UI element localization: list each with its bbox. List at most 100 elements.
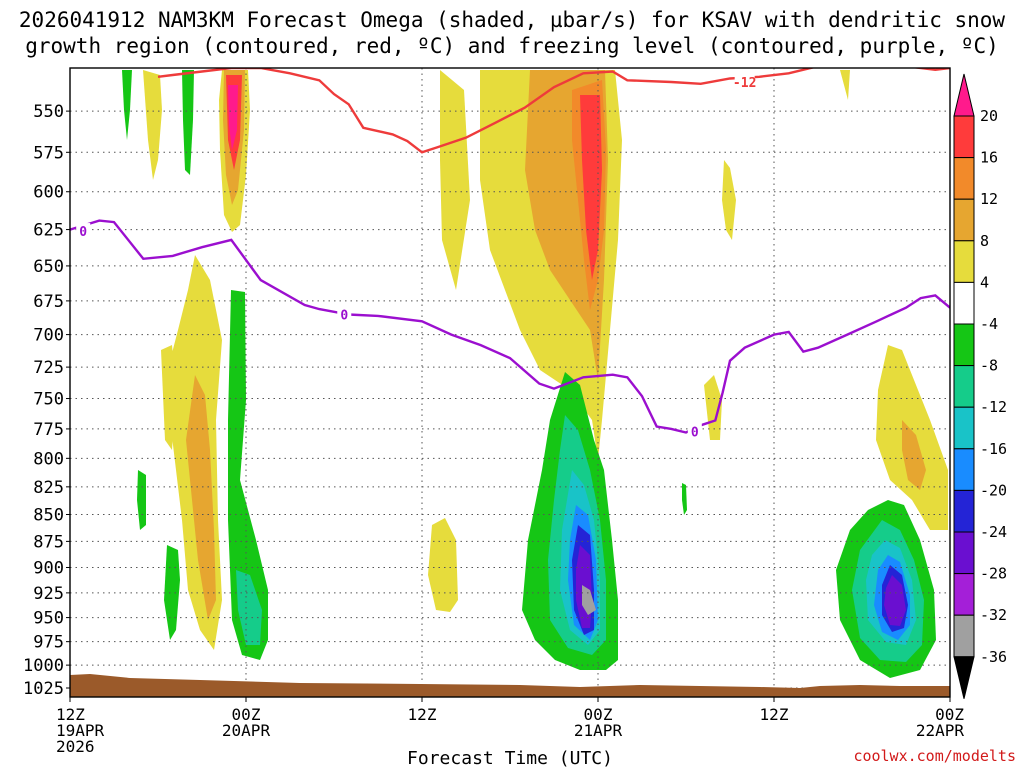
y-tick-label: 700 [33,326,64,346]
omega-region-descent-14 [682,483,687,515]
x-axis-label: Forecast Time (UTC) [407,748,613,768]
x-tick-label: 00Z [584,705,613,724]
contour-label-bg [687,423,702,439]
contour-labels: 0 0 0 -12 [76,74,756,440]
x-tick-label: 00Z [935,705,964,724]
colorbar: 20 16 12 8 4 -4 -8 -12 -16 -20 -24 -28 -32 -36 [953,73,1007,699]
y-tick-label: 900 [33,558,64,578]
x-tick-label: 12Z [408,705,437,724]
x-tick-label: 00Z [232,705,261,724]
y-tick-label: 925 [33,584,64,604]
omega-region-descent-20 [884,575,906,626]
y-tick-label: 725 [33,358,64,378]
contour-label: 0 [691,425,699,440]
y-tick-label: 600 [33,183,64,203]
omega-ascent-shading [143,70,948,650]
y-tick-label: 775 [33,420,64,440]
omega-region-ascent-14 [722,160,736,240]
x-tick-year: 2026 [56,737,95,756]
colorbar-swatch [953,448,975,491]
colorbar-label: 4 [980,273,989,291]
contour-label-bg [337,306,352,322]
colorbar-top-arrow [953,73,975,117]
colorbar-swatch [953,489,975,533]
y-tick-label: 825 [33,478,64,498]
credit-link[interactable]: coolwx.com/modelts [853,747,1016,765]
y-tick-label: 750 [33,390,64,410]
omega-region-ascent-5 [143,70,162,180]
y-tick-label: 1025 [23,679,64,699]
colorbar-label: -20 [980,481,1007,499]
omega-region-descent-3 [137,470,146,530]
freezing-level-contour [70,219,950,434]
colorbar-swatch [953,531,975,575]
colorbar-label: -36 [980,648,1007,666]
colorbar-label: -12 [980,398,1007,416]
colorbar-swatch [953,365,975,408]
y-tick-label: 875 [33,532,64,552]
terrain-surface [70,674,950,697]
colorbar-swatch [953,198,975,242]
y-tick-label: 575 [33,143,64,163]
colorbar-swatch [953,115,975,159]
colorbar-swatch [953,406,975,450]
x-tick-date: 21APR [574,721,623,740]
colorbar-label: -28 [980,565,1007,583]
contour-label: -12 [733,76,756,91]
omega-region-ascent-19 [902,420,926,490]
plot-frame [69,67,951,698]
colorbar-label: 12 [980,190,998,208]
chart-title-line-2: growth region (contoured, red, ºC) and f… [25,34,999,58]
colorbar-label: -32 [980,606,1007,624]
x-tick-date: 19APR [56,721,105,740]
omega-region-descent-13 [582,585,596,615]
omega-region-descent-6 [236,570,262,645]
colorbar-label: -8 [980,357,998,375]
plot-area: 0 0 0 -12 [70,68,950,697]
omega-region-ascent-4 [228,85,238,150]
colorbar-label: 20 [980,107,998,125]
colorbar-label: -4 [980,315,998,333]
omega-region-ascent-16 [428,518,458,612]
omega-region-ascent-13 [580,95,602,280]
y-tick-label: 950 [33,609,64,629]
colorbar-swatch [953,240,975,283]
colorbar-swatch [953,281,975,325]
chart-title-line-1: 2026041912 NAM3KM Forecast Omega (shaded… [19,8,1006,32]
omega-region-ascent-7 [186,375,216,620]
y-tick-label: 625 [33,221,64,241]
y-tick-label: 975 [33,633,64,653]
x-tick-date: 22APR [916,721,965,740]
colorbar-label: -24 [980,523,1007,541]
colorbar-swatch [953,323,975,367]
omega-region-descent-4 [164,545,180,640]
x-tick-label: 12Z [760,705,789,724]
y-tick-label: 1000 [23,656,64,676]
dgz-minus-12-contour [157,68,950,154]
y-axis: 550 575 600 625 650 675 700 725 750 775 800 825 850 8… [23,102,70,699]
omega-region-ascent-9 [440,70,470,290]
omega-region-ascent-17 [840,70,850,100]
x-tick-date: 20APR [222,721,271,740]
colorbar-swatch [953,614,975,658]
contour-label-bg [734,74,755,90]
omega-region-descent-2 [182,70,194,175]
grid [70,68,950,697]
colorbar-label: 8 [980,232,989,250]
y-tick-label: 800 [33,449,64,469]
colorbar-label: -16 [980,440,1007,458]
y-tick-label: 675 [33,292,64,312]
omega-descent-shading [122,70,936,678]
colorbar-bottom-arrow [953,656,975,699]
contour-label: 0 [79,225,87,240]
y-tick-label: 850 [33,506,64,526]
x-tick-label: 12Z [56,705,85,724]
colorbar-swatch [953,157,975,200]
colorbar-label: 16 [980,149,998,167]
colorbar-swatch [953,573,975,616]
omega-region-descent-1 [122,70,132,140]
contour-label-bg [76,223,91,239]
contour-label: 0 [340,309,348,324]
